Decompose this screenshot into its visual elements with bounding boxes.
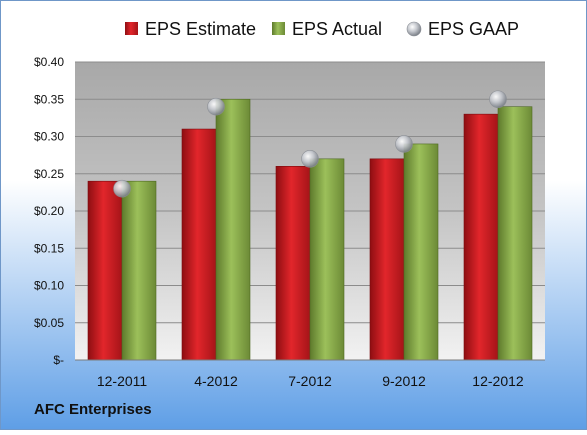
y-axis-ticks: $0.40 $0.35 $0.30 $0.25 $0.20 $0.15 $0.10 $0.05…: [34, 55, 64, 367]
actual-bar-12-2012: [497, 106, 533, 361]
y-tick-label: $0.35: [34, 92, 64, 106]
x-tick-label: 9-2012: [382, 373, 426, 389]
y-tick-label: $0.10: [34, 279, 64, 293]
y-tick-label: $0.05: [34, 316, 64, 330]
x-tick-label: 12-2012: [472, 373, 524, 389]
estimate-bar-12-2012: [463, 113, 499, 361]
y-tick-label: $0.30: [34, 130, 64, 144]
gaap-marker-9-2012: [395, 135, 413, 153]
legend-swatch-gaap: [406, 21, 422, 37]
gaap-marker-7-2012: [301, 150, 319, 168]
actual-bar-12-2011: [121, 180, 157, 361]
actual-bar-7-2012: [309, 158, 345, 361]
y-tick-label: $-: [53, 353, 64, 367]
y-tick-label: $0.15: [34, 241, 64, 255]
x-tick-label: 4-2012: [194, 373, 238, 389]
legend-swatch-estimate: [125, 22, 138, 35]
x-tick-label: 12-2011: [97, 373, 148, 389]
legend-label: EPS Actual: [292, 19, 382, 39]
actual-bar-4-2012: [215, 98, 251, 361]
legend: EPS Estimate EPS Actual EPS GAAP: [125, 19, 519, 39]
gaap-marker-12-2012: [489, 90, 507, 109]
gaap-marker-12-2011: [113, 179, 131, 198]
estimate-bar-12-2011: [87, 180, 123, 361]
estimate-bar-7-2012: [275, 166, 311, 361]
y-tick-label: $0.25: [34, 167, 64, 181]
gaap-marker-4-2012: [207, 97, 225, 116]
bars: [87, 98, 533, 361]
x-axis-labels: 12-2011 4-2012 7-2012 9-2012 12-2012: [97, 373, 524, 389]
y-tick-label: $0.20: [34, 204, 64, 218]
estimate-bar-9-2012: [369, 158, 405, 361]
estimate-bar-4-2012: [181, 128, 217, 361]
legend-swatch-actual: [272, 22, 285, 35]
y-tick-label: $0.40: [34, 55, 64, 69]
x-tick-label: 7-2012: [288, 373, 332, 389]
legend-label: EPS GAAP: [428, 19, 519, 39]
company-name: AFC Enterprises: [34, 401, 152, 418]
actual-bar-9-2012: [403, 143, 439, 361]
legend-label: EPS Estimate: [145, 19, 256, 39]
gaap-markers: [113, 90, 507, 198]
